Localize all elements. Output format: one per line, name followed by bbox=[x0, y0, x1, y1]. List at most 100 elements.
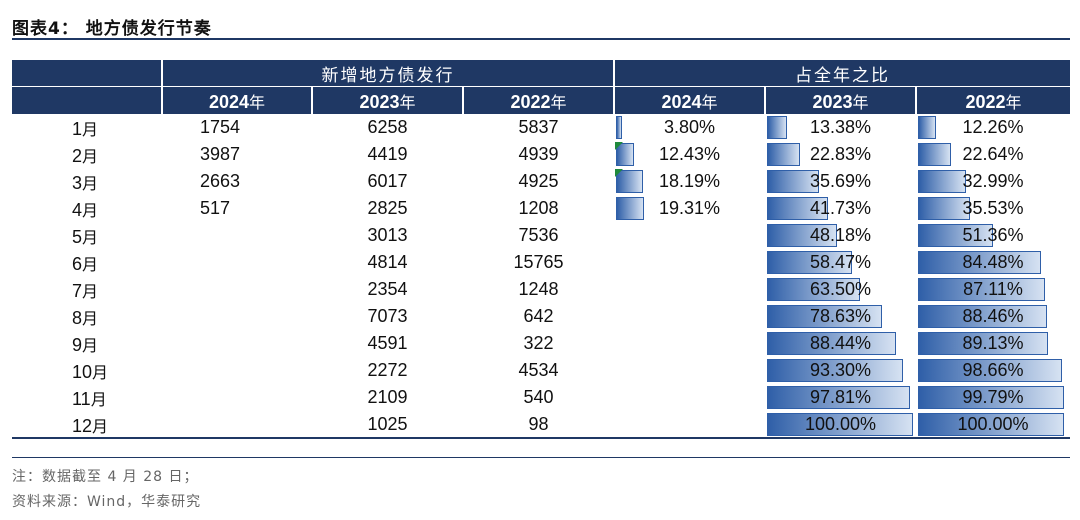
share-2022-bar bbox=[918, 278, 1045, 301]
share-2022-cell: 12.26% bbox=[916, 114, 1070, 141]
share-2022-cell: 87.11% bbox=[916, 276, 1070, 303]
share-2023-bar bbox=[767, 197, 828, 220]
header-blank-cell bbox=[12, 60, 162, 87]
share-2024-cell bbox=[614, 411, 765, 438]
issuance-2023-cell: 4591 bbox=[367, 333, 408, 353]
share-2023-cell: 48.18% bbox=[765, 222, 916, 249]
issuance-2024-cell: 517 bbox=[200, 198, 231, 218]
issuance-2024-cell bbox=[162, 222, 312, 249]
month-cell: 3月 bbox=[72, 172, 99, 193]
header-new-issuance: 新增地方债发行 bbox=[161, 60, 614, 87]
share-2022-bar bbox=[918, 116, 936, 139]
share-2024-cell: 3.80% bbox=[614, 114, 765, 141]
table-row: 9月 4591 322 88.44% 89.13% bbox=[12, 330, 1070, 357]
issuance-2023-cell: 2109 bbox=[367, 387, 408, 407]
share-2022-cell: 32.99% bbox=[916, 168, 1070, 195]
share-2022-value: 100.00% bbox=[957, 414, 1029, 434]
share-2023-bar bbox=[767, 251, 852, 274]
issuance-2022-cell: 98 bbox=[528, 414, 549, 434]
header-share-of-year: 占全年之比 bbox=[613, 60, 1070, 87]
month-cell: 8月 bbox=[72, 307, 99, 328]
share-2022-cell: 51.36% bbox=[916, 222, 1070, 249]
issuance-2023-cell: 2354 bbox=[367, 279, 408, 299]
month-cell: 6月 bbox=[72, 253, 99, 274]
share-2024-cell bbox=[614, 276, 765, 303]
share-2022-value: 12.26% bbox=[962, 117, 1024, 137]
col-header-2023-share: 2023年 bbox=[764, 86, 916, 114]
share-2023-cell: 22.83% bbox=[765, 141, 916, 168]
issuance-2024-cell bbox=[162, 330, 312, 357]
month-cell: 12月 bbox=[72, 415, 109, 436]
share-2023-value: 88.44% bbox=[809, 333, 872, 353]
share-2023-value: 93.30% bbox=[809, 360, 872, 380]
issuance-2022-cell: 540 bbox=[523, 387, 554, 407]
share-2024-cell: 12.43% bbox=[614, 141, 765, 168]
share-2024-cell bbox=[614, 222, 765, 249]
col-header-2023-issuance: 2023年 bbox=[311, 86, 463, 114]
issuance-2023-cell: 2825 bbox=[367, 198, 408, 218]
month-cell: 9月 bbox=[72, 334, 99, 355]
share-2023-bar bbox=[767, 305, 882, 328]
share-2022-bar bbox=[918, 332, 1048, 355]
share-2022-value: 51.36% bbox=[962, 225, 1024, 245]
share-2023-value: 22.83% bbox=[809, 144, 872, 164]
share-2024-value: 3.80% bbox=[663, 117, 716, 137]
issuance-2023-cell: 2272 bbox=[367, 360, 408, 380]
issuance-2022-cell: 15765 bbox=[513, 252, 564, 272]
table-row: 7月 2354 1248 63.50% 87.11% bbox=[12, 276, 1070, 303]
issuance-2024-cell bbox=[162, 303, 312, 330]
share-2023-cell: 88.44% bbox=[765, 330, 916, 357]
share-2023-cell: 35.69% bbox=[765, 168, 916, 195]
share-2022-bar bbox=[918, 305, 1047, 328]
share-2023-bar bbox=[767, 116, 787, 139]
issuance-2024-cell: 2663 bbox=[200, 171, 241, 191]
cell-comment-flag-icon bbox=[615, 169, 623, 177]
issuance-2024-cell bbox=[162, 384, 312, 411]
issuance-2023-cell: 4419 bbox=[367, 144, 408, 164]
issuance-2022-cell: 642 bbox=[523, 306, 554, 326]
table-row: 12月 1025 98 100.00% 100.00% bbox=[12, 411, 1070, 438]
share-2023-value: 41.73% bbox=[809, 198, 872, 218]
share-2022-bar bbox=[918, 143, 951, 166]
share-2023-value: 97.81% bbox=[809, 387, 872, 407]
figure-title: 图表4： 地方债发行节奏 bbox=[12, 19, 212, 39]
share-2024-value: 18.19% bbox=[658, 171, 721, 191]
share-2023-cell: 63.50% bbox=[765, 276, 916, 303]
share-2023-bar bbox=[767, 224, 837, 247]
share-2022-bar bbox=[918, 197, 970, 220]
share-2023-bar bbox=[767, 413, 913, 436]
share-2023-value: 35.69% bbox=[809, 171, 872, 191]
issuance-2023-cell: 4814 bbox=[367, 252, 408, 272]
share-2022-value: 89.13% bbox=[962, 333, 1024, 353]
issuance-2023-cell: 6258 bbox=[367, 117, 408, 137]
share-2022-value: 84.48% bbox=[962, 252, 1024, 272]
share-2023-value: 13.38% bbox=[809, 117, 872, 137]
share-2022-bar bbox=[918, 170, 966, 193]
issuance-2022-cell: 7536 bbox=[518, 225, 559, 245]
share-2024-cell bbox=[614, 357, 765, 384]
share-2022-value: 98.66% bbox=[962, 360, 1024, 380]
share-2023-bar bbox=[767, 332, 896, 355]
month-cell: 2月 bbox=[72, 145, 99, 166]
issuance-2023-cell: 1025 bbox=[367, 414, 408, 434]
share-2022-cell: 22.64% bbox=[916, 141, 1070, 168]
source-note: 资料来源：Wind，华泰研究 bbox=[12, 494, 202, 510]
share-2022-value: 22.64% bbox=[962, 144, 1024, 164]
header-blank-cell-2 bbox=[12, 86, 162, 114]
share-2023-bar bbox=[767, 386, 910, 409]
share-2024-cell bbox=[614, 303, 765, 330]
share-2022-bar bbox=[918, 359, 1062, 382]
share-2023-bar bbox=[767, 278, 860, 301]
share-2022-bar bbox=[918, 413, 1064, 436]
share-2022-bar bbox=[918, 386, 1064, 409]
share-2023-cell: 100.00% bbox=[765, 411, 916, 438]
share-2022-cell: 98.66% bbox=[916, 357, 1070, 384]
share-2023-bar bbox=[767, 170, 819, 193]
share-2023-value: 78.63% bbox=[809, 306, 872, 326]
share-2023-cell: 78.63% bbox=[765, 303, 916, 330]
col-header-2024-issuance: 2024年 bbox=[161, 86, 312, 114]
issuance-2023-cell: 3013 bbox=[367, 225, 408, 245]
share-2023-value: 48.18% bbox=[809, 225, 872, 245]
share-2023-cell: 93.30% bbox=[765, 357, 916, 384]
issuance-2024-cell: 3987 bbox=[200, 144, 241, 164]
